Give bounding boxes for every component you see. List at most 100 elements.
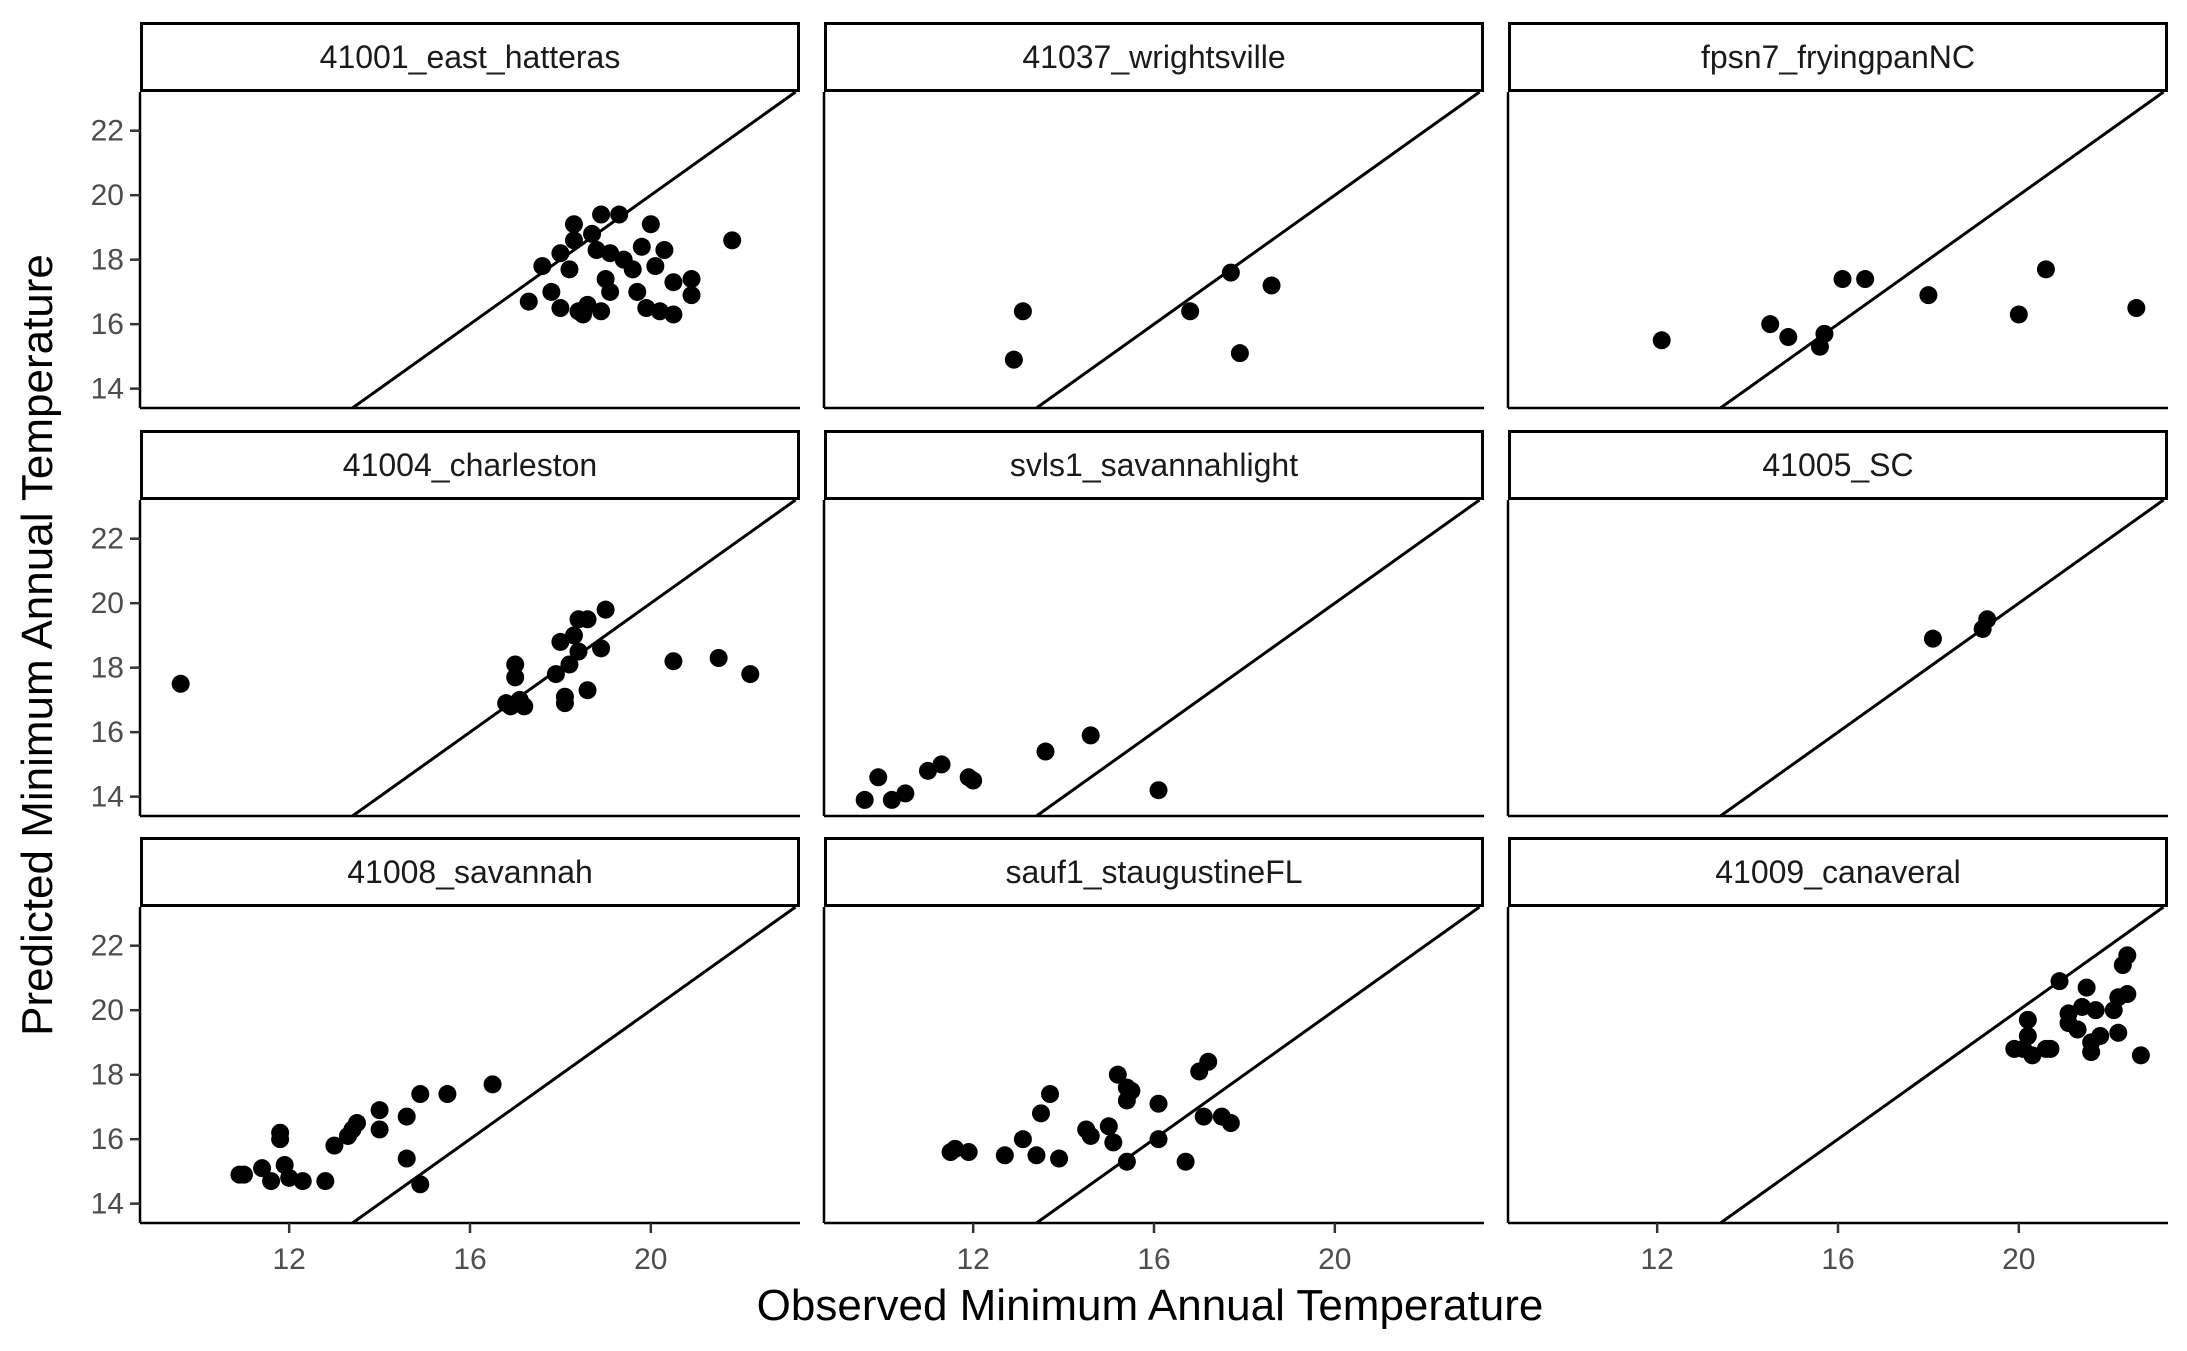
- data-point: [564, 215, 583, 234]
- y-tick-label: 20: [91, 994, 124, 1027]
- data-point: [1117, 1152, 1136, 1171]
- data-point: [1833, 270, 1852, 289]
- data-point: [655, 241, 674, 259]
- facet-strip: [1508, 430, 2168, 500]
- data-point: [280, 1168, 299, 1187]
- data-point: [2018, 1026, 2037, 1045]
- data-point: [519, 292, 538, 311]
- facet-panel: 41037_wrightsville: [822, 22, 1484, 410]
- data-point: [1652, 331, 1671, 350]
- identity-reference-line: [351, 92, 797, 408]
- y-tick-label: 22: [91, 523, 124, 556]
- data-point: [1856, 270, 1875, 289]
- data-point: [1031, 1104, 1050, 1123]
- data-point: [2109, 1023, 2128, 1042]
- facet-strip: [140, 22, 800, 92]
- data-point: [709, 649, 728, 667]
- data-point: [271, 1130, 290, 1149]
- facet-strip: [140, 430, 800, 500]
- data-point: [2009, 305, 2028, 324]
- y-tick-label: 16: [91, 308, 124, 341]
- data-point: [506, 655, 525, 674]
- data-point: [664, 652, 683, 671]
- y-tick-label: 20: [91, 587, 124, 620]
- data-point: [1761, 315, 1780, 334]
- facet-panel: svls1_savannahlight: [822, 430, 1484, 818]
- facet-strip-label: 41008_savannah: [347, 854, 593, 890]
- data-point: [2018, 1010, 2037, 1029]
- facet-panel: 41001_east_hatteras 14 16 18 20 22: [91, 22, 800, 410]
- data-point: [1149, 781, 1168, 800]
- identity-reference-line: [1719, 92, 2165, 408]
- data-point: [610, 205, 629, 224]
- data-point: [592, 302, 611, 321]
- data-point: [1815, 324, 1834, 343]
- y-tick-label: 22: [91, 115, 124, 148]
- x-tick-label: 12: [1640, 1243, 1673, 1276]
- data-point: [2073, 997, 2092, 1016]
- data-point: [2041, 1039, 2060, 1058]
- data-point: [1230, 344, 1249, 363]
- data-point: [370, 1101, 389, 1120]
- x-tick-label: 16: [1137, 1243, 1170, 1276]
- data-point: [2050, 972, 2069, 991]
- data-point: [397, 1107, 416, 1126]
- data-point: [918, 761, 937, 780]
- identity-reference-line: [1719, 500, 2165, 816]
- y-tick-label: 16: [91, 716, 124, 749]
- facet-panel: 41008_savannah 14 16 18 20 22 12 16 20: [91, 837, 800, 1276]
- data-point: [1779, 328, 1798, 347]
- facet-strip-label: 41005_SC: [1762, 447, 1913, 483]
- data-point: [347, 1114, 366, 1133]
- data-point: [959, 1143, 978, 1162]
- data-point: [896, 784, 915, 803]
- facet-strip-label: svls1_savannahlight: [1010, 447, 1298, 483]
- data-point: [1099, 1117, 1118, 1136]
- data-point: [964, 771, 983, 790]
- data-point: [2131, 1046, 2150, 1065]
- x-tick-label: 12: [956, 1243, 989, 1276]
- data-point: [1221, 1114, 1240, 1133]
- facet-panel: fpsn7_fryingpanNC: [1506, 22, 2168, 410]
- data-point: [483, 1075, 502, 1094]
- facet-strip: [140, 837, 800, 907]
- data-point: [1081, 1126, 1100, 1145]
- chart-panels: 41001_east_hatteras 14 16 18 20 22 41037_wrigh…: [91, 22, 2168, 1276]
- data-point: [560, 655, 579, 674]
- data-point: [1919, 286, 1938, 305]
- data-point: [578, 295, 597, 314]
- data-point: [560, 260, 579, 279]
- data-point: [1104, 1133, 1123, 1152]
- data-point: [869, 768, 888, 787]
- facet-strip-label: 41037_wrightsville: [1022, 39, 1285, 75]
- data-point: [253, 1159, 272, 1178]
- data-point: [411, 1175, 430, 1194]
- data-point: [641, 215, 660, 234]
- data-point: [1181, 302, 1200, 321]
- data-point: [171, 674, 190, 693]
- data-point: [546, 665, 565, 684]
- data-point: [1176, 1152, 1195, 1171]
- facet-panel: 41005_SC: [1506, 430, 2168, 818]
- data-point: [533, 257, 552, 276]
- data-point: [555, 694, 574, 713]
- data-point: [741, 665, 760, 684]
- data-point: [1199, 1052, 1218, 1071]
- facet-strip: [824, 837, 1484, 907]
- y-tick-label: 14: [91, 781, 124, 814]
- y-tick-label: 14: [91, 373, 124, 406]
- facet-strip-label: fpsn7_fryingpanNC: [1701, 39, 1975, 75]
- facet-panel: 41004_charleston 14 16 18 20 22: [91, 430, 800, 818]
- data-point: [2077, 978, 2096, 997]
- facet-strip-label: 41001_east_hatteras: [320, 39, 621, 75]
- data-point: [601, 244, 620, 263]
- data-point: [583, 224, 602, 243]
- data-point: [569, 642, 588, 661]
- data-point: [592, 639, 611, 658]
- data-point: [1194, 1107, 1213, 1126]
- data-point: [506, 668, 525, 687]
- x-tick-label: 12: [272, 1243, 305, 1276]
- y-tick-label: 18: [91, 652, 124, 685]
- data-point: [1923, 629, 1942, 648]
